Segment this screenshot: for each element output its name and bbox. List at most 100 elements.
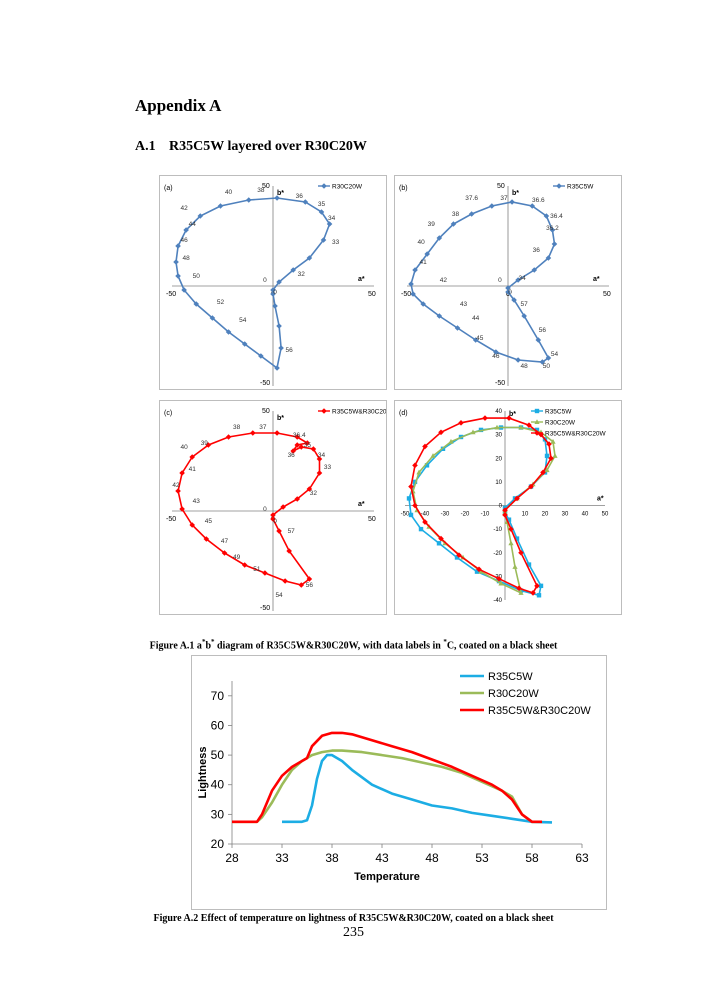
data-label: 54 <box>551 351 559 358</box>
data-label: 41 <box>189 466 197 473</box>
data-point <box>422 443 428 450</box>
caption-a1-sup2: * <box>211 638 215 646</box>
data-label: 0 <box>263 506 267 513</box>
data-point <box>494 424 500 430</box>
data-point <box>276 528 282 534</box>
caption-a1-sup: * <box>201 638 206 646</box>
data-point <box>310 446 317 452</box>
legend-text: R35C5W&R30C20W <box>332 409 386 416</box>
data-point <box>454 325 461 331</box>
data-label: 51 <box>253 566 261 573</box>
data-point <box>506 517 512 522</box>
x-tick-label: 50 <box>368 516 376 523</box>
data-point <box>406 496 412 501</box>
data-point <box>225 434 232 440</box>
chart-c-svg: (c) 50 -50 -50 0 50 a* b* 38 37 36.4 35 36 34 33 32 40 39… <box>164 408 394 612</box>
data-point <box>278 345 284 351</box>
data-label: 37 <box>259 424 267 431</box>
data-point <box>521 313 527 319</box>
legend-text: R35C5W&R30C20W <box>545 431 607 438</box>
y-tick-label: 30 <box>211 807 225 821</box>
data-label: 0 <box>498 277 502 284</box>
series-line <box>177 432 321 586</box>
data-label: 43 <box>460 301 468 308</box>
data-point <box>545 355 552 361</box>
data-point <box>518 424 524 430</box>
x-tick-label: 50 <box>368 291 376 298</box>
data-point <box>250 430 256 436</box>
data-point <box>298 444 305 450</box>
data-point <box>551 241 558 247</box>
data-point <box>412 502 418 509</box>
data-label: 42 <box>181 205 189 212</box>
x-tick-label: 50 <box>603 291 611 298</box>
y-axis-title: Lightness <box>197 747 209 799</box>
data-label: 44 <box>472 315 480 322</box>
data-label: 34 <box>318 452 326 459</box>
data-point <box>436 313 443 319</box>
data-label: 56 <box>306 582 314 589</box>
data-point <box>539 359 546 365</box>
data-point <box>458 420 464 426</box>
data-point <box>274 195 280 201</box>
y-tick-label: -50 <box>495 380 505 387</box>
data-point <box>175 488 181 494</box>
data-point <box>505 285 511 291</box>
data-point <box>262 570 268 576</box>
data-label: 34 <box>519 275 527 282</box>
data-label: 36.2 <box>546 225 559 232</box>
series-line <box>412 426 556 595</box>
y-tick-label: 50 <box>211 748 225 762</box>
data-label: 42 <box>440 277 448 284</box>
data-label: 0 <box>273 518 277 525</box>
data-point <box>276 323 282 329</box>
legend-marker <box>321 183 327 189</box>
data-label: 0 <box>508 289 512 296</box>
data-label: 47 <box>221 538 229 545</box>
y-tick-label: 20 <box>495 456 502 462</box>
data-point <box>538 583 544 589</box>
x-tick-label: 48 <box>425 851 439 865</box>
data-label: 45 <box>476 335 484 342</box>
data-point <box>493 349 499 355</box>
data-label: 33 <box>332 239 340 246</box>
data-point <box>318 209 325 215</box>
data-point <box>280 504 286 510</box>
data-point <box>474 569 480 574</box>
caption-a1-text: diagram of R35C5W&R30C20W, with data lab… <box>214 640 444 652</box>
data-label: 48 <box>521 363 529 370</box>
page-number: 235 <box>343 925 364 940</box>
data-label: 0 <box>263 277 267 284</box>
x-tick-label: 28 <box>225 851 239 865</box>
legend-text: R35C5W <box>488 671 533 683</box>
x-axis-title: a* <box>597 496 604 503</box>
x-tick-label: -50 <box>166 516 176 523</box>
data-point <box>179 470 185 476</box>
data-point <box>552 453 558 458</box>
data-label: 46 <box>181 237 189 244</box>
x-tick-label: 33 <box>275 851 289 865</box>
x-tick-label: 63 <box>575 851 589 865</box>
figure-a2-caption: Figure A.2 Effect of temperature on ligh… <box>153 913 554 924</box>
y-tick-label: 40 <box>495 409 502 415</box>
data-label: 34 <box>328 215 336 222</box>
data-label: 36.4 <box>293 432 306 439</box>
data-point <box>209 315 216 321</box>
data-point <box>482 415 488 421</box>
x-tick-label: -30 <box>441 512 450 518</box>
data-point <box>183 227 189 233</box>
data-point <box>316 470 323 476</box>
x-axis-title: a* <box>593 276 600 283</box>
panel-label: (b) <box>399 185 408 192</box>
data-point <box>456 552 462 558</box>
data-label: 40 <box>418 239 426 246</box>
panel-label: (d) <box>399 410 408 417</box>
figure-a1-caption: Figure A.1 a*b* diagram of R35C5W&R30C20… <box>0 638 707 651</box>
data-label: 48 <box>183 255 191 262</box>
data-label: 39 <box>428 221 436 228</box>
data-point <box>306 486 313 492</box>
data-label: 50 <box>543 363 551 370</box>
x-tick-label: -50 <box>401 291 411 298</box>
legend-text: R30C20W <box>488 688 539 700</box>
